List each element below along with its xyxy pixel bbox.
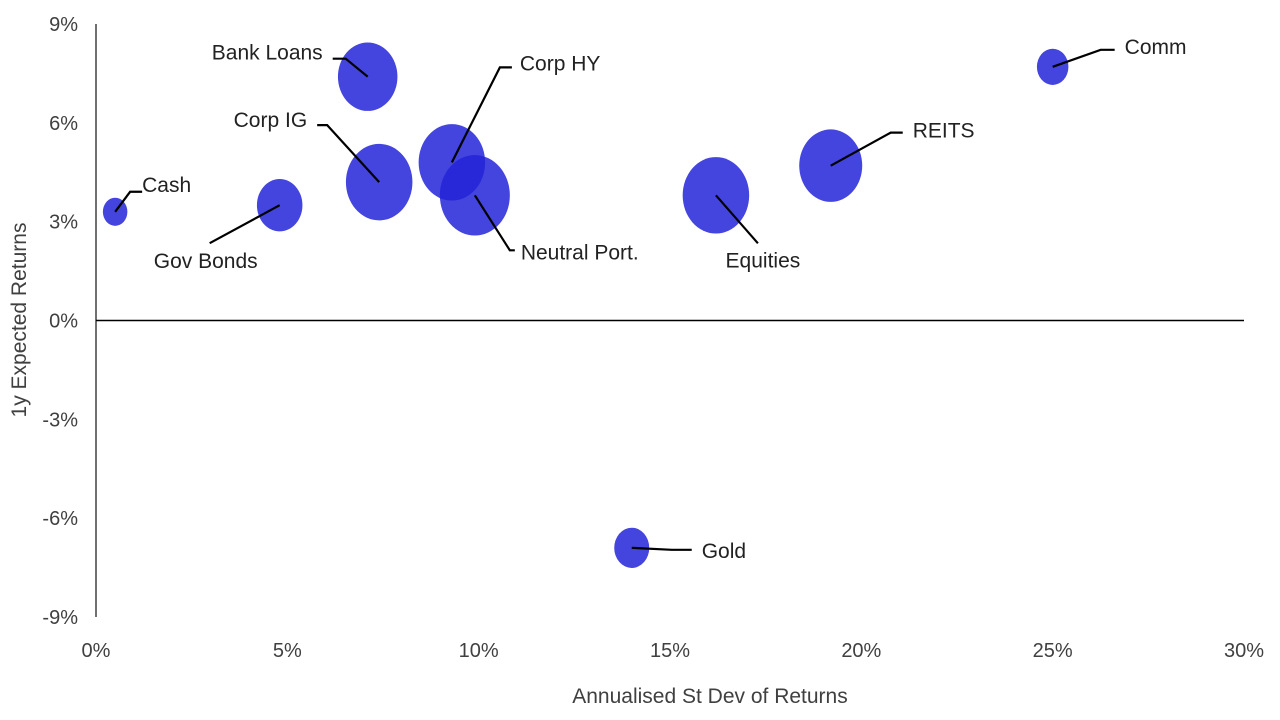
y-tick-label: -3%	[42, 409, 78, 431]
leader-line	[114, 190, 143, 213]
point-label: Corp IG	[234, 109, 308, 132]
point-label: Gold	[702, 540, 746, 563]
x-tick-label: 0%	[82, 640, 111, 662]
point-label: Gov Bonds	[154, 250, 258, 273]
axes: 9%6%3%0%-3%-6%-9%0% 5% 10% 15% 20% 25% 30%	[42, 14, 1264, 662]
leader-line	[830, 131, 903, 167]
y-tick-label: 9%	[49, 14, 78, 36]
leader-line	[332, 57, 369, 78]
y-tick-label: 6%	[49, 113, 78, 135]
leader-line	[209, 204, 281, 245]
point-label: Comm	[1125, 36, 1187, 59]
point-label: REITS	[913, 120, 975, 143]
leader-line	[317, 124, 380, 183]
x-tick-label: 5%	[273, 640, 302, 662]
x-tick-label: 15%	[650, 640, 690, 662]
y-axis-title: 1y Expected Returns	[8, 223, 31, 418]
leader-line	[473, 194, 515, 252]
y-tick-label: -6%	[42, 508, 78, 530]
point-label: Corp HY	[520, 52, 601, 75]
y-tick-label: 3%	[49, 212, 78, 234]
x-tick-label: 20%	[841, 640, 881, 662]
bubble	[256, 179, 303, 232]
x-tick-label: 30%	[1224, 640, 1264, 662]
point-label: Equities	[726, 249, 801, 272]
y-tick-label: 0%	[49, 311, 78, 333]
leader-lines	[114, 48, 1115, 551]
x-axis-title: Annualised St Dev of Returns	[572, 685, 847, 708]
leader-line	[631, 546, 692, 551]
point-label: Neutral Port.	[521, 241, 639, 264]
y-tick-label: -9%	[42, 607, 78, 629]
leader-line	[1052, 48, 1115, 68]
leader-line	[450, 66, 512, 163]
point-label: Bank Loans	[212, 42, 323, 65]
point-label: Cash	[142, 174, 191, 197]
x-tick-label: 10%	[459, 640, 499, 662]
bubble	[799, 129, 863, 202]
leader-line	[715, 194, 759, 245]
x-tick-label: 25%	[1033, 640, 1073, 662]
point-labels: Cash Gov Bonds Bank Loans Corp IG Corp HY Neu…	[142, 36, 1186, 563]
